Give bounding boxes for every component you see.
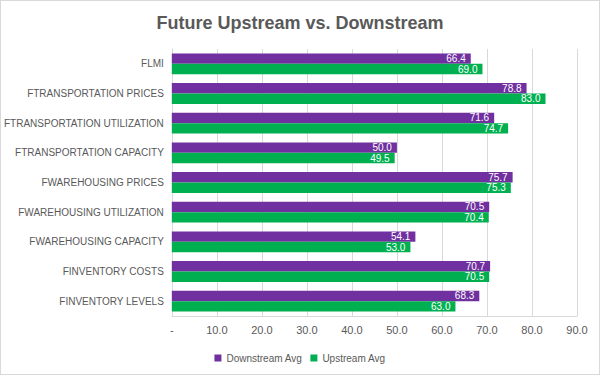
svg-text:70.4: 70.4 [464, 212, 484, 223]
svg-text:71.6: 71.6 [470, 112, 490, 123]
svg-text:70.5: 70.5 [465, 271, 485, 282]
svg-text:80.0: 80.0 [521, 324, 542, 336]
svg-text:83.0: 83.0 [521, 93, 541, 104]
svg-text:FINVENTORY COSTS: FINVENTORY COSTS [63, 266, 164, 277]
svg-text:FTRANSPORTATION UTILIZATION: FTRANSPORTATION UTILIZATION [4, 118, 164, 129]
svg-text:Future Upstream vs. Downstream: Future Upstream vs. Downstream [156, 13, 443, 33]
svg-text:50.0: 50.0 [386, 324, 407, 336]
svg-text:30.0: 30.0 [296, 324, 317, 336]
svg-text:75.3: 75.3 [486, 182, 506, 193]
svg-text:75.7: 75.7 [488, 172, 508, 183]
svg-text:FWAREHOUSING PRICES: FWAREHOUSING PRICES [41, 177, 164, 188]
svg-text:FLMI: FLMI [141, 58, 164, 69]
svg-text:FWAREHOUSING UTILIZATION: FWAREHOUSING UTILIZATION [18, 207, 164, 218]
svg-text:78.8: 78.8 [502, 83, 522, 94]
svg-text:70.0: 70.0 [476, 324, 497, 336]
svg-text:54.1: 54.1 [391, 231, 411, 242]
svg-text:10.0: 10.0 [206, 324, 227, 336]
svg-text:70.7: 70.7 [466, 261, 486, 272]
svg-text:49.5: 49.5 [370, 153, 390, 164]
svg-text:53.0: 53.0 [386, 242, 406, 253]
svg-text:68.3: 68.3 [455, 290, 475, 301]
svg-text:74.7: 74.7 [484, 123, 504, 134]
svg-text:FTRANSPORTATION PRICES: FTRANSPORTATION PRICES [27, 88, 164, 99]
svg-text:-: - [170, 324, 174, 336]
svg-text:FINVENTORY LEVELS: FINVENTORY LEVELS [59, 296, 164, 307]
svg-text:20.0: 20.0 [251, 324, 272, 336]
svg-text:Downstream Avg: Downstream Avg [226, 353, 301, 364]
svg-text:40.0: 40.0 [341, 324, 362, 336]
svg-text:50.0: 50.0 [372, 142, 392, 153]
svg-text:70.5: 70.5 [465, 201, 485, 212]
svg-text:FTRANSPORTATION CAPACITY: FTRANSPORTATION CAPACITY [15, 147, 164, 158]
svg-text:69.0: 69.0 [458, 64, 478, 75]
svg-text:Upstream Avg: Upstream Avg [322, 353, 385, 364]
svg-text:FWAREHOUSING CAPACITY: FWAREHOUSING CAPACITY [29, 236, 164, 247]
svg-text:66.4: 66.4 [446, 53, 466, 64]
svg-text:90.0: 90.0 [566, 324, 587, 336]
svg-text:60.0: 60.0 [431, 324, 452, 336]
svg-text:63.0: 63.0 [431, 301, 451, 312]
